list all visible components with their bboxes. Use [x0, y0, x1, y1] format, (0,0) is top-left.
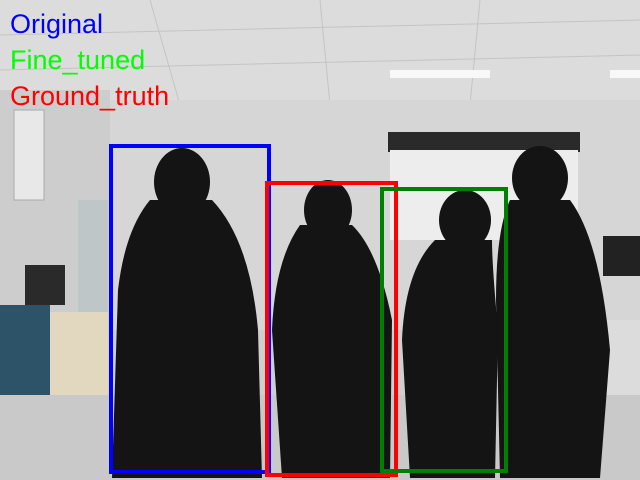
legend-fine-tuned: Fine_tuned: [10, 45, 146, 75]
ceiling: [0, 0, 640, 105]
wood-cabinet: [50, 312, 108, 402]
monitor-right: [603, 236, 640, 276]
door: [78, 200, 108, 320]
person-silhouette-4: [496, 146, 610, 478]
ceiling-light: [390, 70, 490, 78]
legend-original: Original: [10, 9, 104, 39]
bounding-box-original: [109, 144, 271, 474]
poster: [13, 109, 45, 201]
bounding-box-fine-tuned: [380, 187, 508, 473]
legend: Original Fine_tuned Ground_truth: [10, 6, 169, 114]
ceiling-light-right: [610, 70, 640, 78]
bounding-box-ground-truth: [265, 181, 398, 477]
person-silhouette-3: [402, 190, 498, 478]
ceiling-grid: [0, 0, 640, 106]
person-silhouette-2: [272, 180, 392, 478]
monitor: [25, 265, 65, 305]
legend-ground-truth: Ground_truth: [10, 81, 170, 111]
projector-screen-top: [388, 132, 580, 152]
person-silhouette-1: [112, 148, 262, 478]
people: [112, 146, 610, 478]
